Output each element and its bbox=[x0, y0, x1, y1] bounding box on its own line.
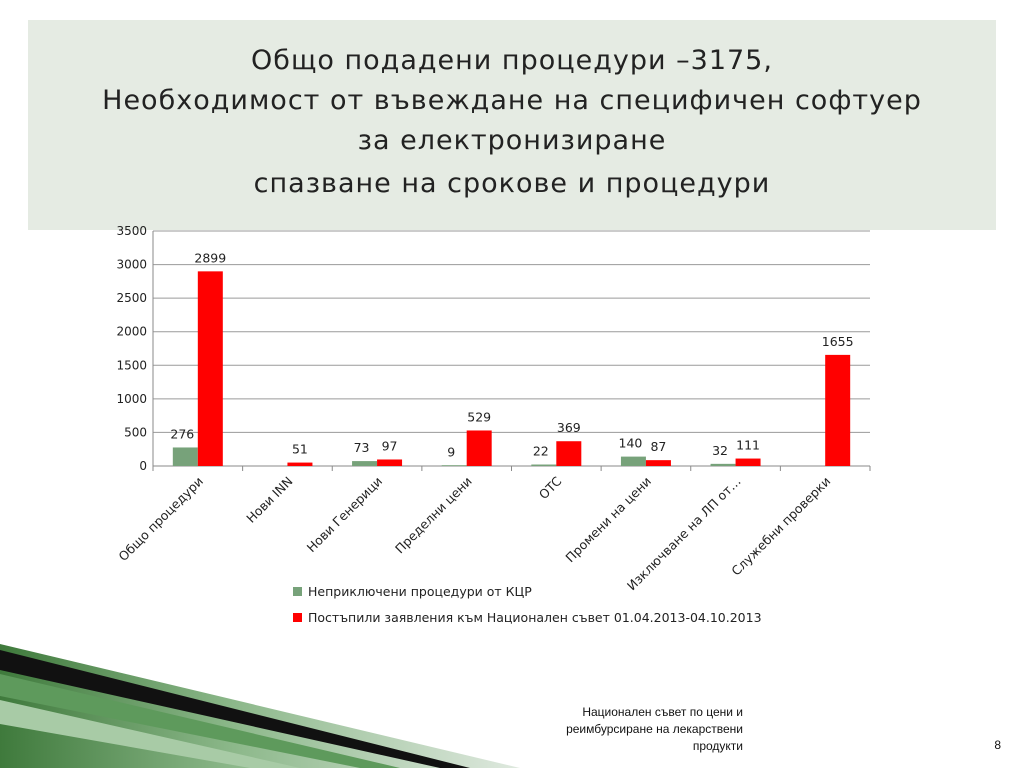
legend-swatch-series-1 bbox=[293, 587, 302, 596]
bar-series-1-6 bbox=[710, 463, 736, 466]
x-tick-label-0: Общо процедури bbox=[115, 474, 206, 565]
y-tick-label-2000: 2000 bbox=[116, 325, 147, 339]
x-tick-label-5: Промени на цени bbox=[562, 474, 654, 566]
legend-item-series-2: Постъпили заявления към Национален съвет… bbox=[293, 610, 762, 625]
data-label-series-1-3: 9 bbox=[447, 444, 455, 459]
title-line-4: спазване на срокове и процедури bbox=[253, 168, 771, 199]
y-tick-label-2500: 2500 bbox=[116, 291, 147, 305]
bar-series-2-1 bbox=[287, 462, 313, 466]
y-tick-label-0: 0 bbox=[139, 459, 147, 473]
y-tick-label-3500: 3500 bbox=[116, 224, 147, 238]
y-tick-label-500: 500 bbox=[124, 425, 147, 439]
bar-series-2-7 bbox=[825, 354, 851, 466]
data-label-series-2-0: 2899 bbox=[194, 250, 226, 265]
data-label-series-1-5: 140 bbox=[619, 436, 643, 451]
page-number: 8 bbox=[994, 738, 1001, 752]
data-label-series-2-3: 529 bbox=[467, 409, 491, 424]
bar-series-2-5 bbox=[645, 460, 671, 466]
x-tick-label-7: Служебни проверки bbox=[728, 474, 833, 579]
legend-item-series-1: Неприключени процедури от КЦР bbox=[293, 584, 532, 599]
data-label-series-2-1: 51 bbox=[292, 442, 308, 457]
legend-swatch-series-2 bbox=[293, 613, 302, 622]
y-tick-label-1500: 1500 bbox=[116, 358, 147, 372]
data-label-series-2-4: 369 bbox=[557, 420, 581, 435]
x-tick-label-3: Пределни цени bbox=[392, 474, 475, 557]
footer-line-3: продукти bbox=[692, 739, 743, 753]
bar-series-2-3 bbox=[466, 430, 492, 466]
title-line-2: Необходимост от въвеждане на специфичен … bbox=[102, 85, 922, 116]
bar-series-1-2 bbox=[352, 461, 378, 466]
y-tick-label-1000: 1000 bbox=[116, 392, 147, 406]
bar-series-2-2 bbox=[377, 459, 403, 466]
bar-series-2-4 bbox=[556, 441, 582, 466]
footer-line-1: Национален съвет по цени и bbox=[582, 705, 743, 719]
x-tick-label-2: Нови Генерици bbox=[304, 474, 386, 556]
bar-series-1-0 bbox=[172, 447, 198, 466]
x-tick-label-1: Нови INN bbox=[243, 474, 295, 526]
title-box: Общо подадени процедури –3175, Необходим… bbox=[28, 20, 996, 230]
data-label-series-2-7: 1655 bbox=[822, 334, 854, 349]
data-label-series-1-0: 276 bbox=[170, 426, 194, 441]
decorative-stripes bbox=[0, 644, 520, 768]
data-label-series-1-6: 32 bbox=[712, 443, 728, 458]
bar-series-1-4 bbox=[531, 464, 557, 466]
title-line-3: за електронизиране bbox=[357, 125, 667, 156]
legend-label-series-2: Постъпили заявления към Национален съвет… bbox=[308, 610, 762, 625]
x-tick-label-4: OTC bbox=[536, 473, 565, 502]
legend-label-series-1: Неприключени процедури от КЦР bbox=[308, 584, 532, 599]
y-tick-label-3000: 3000 bbox=[116, 258, 147, 272]
data-label-series-2-6: 111 bbox=[736, 438, 760, 453]
bar-series-1-5 bbox=[620, 456, 646, 466]
data-label-series-1-4: 22 bbox=[533, 444, 549, 459]
bar-series-1-3 bbox=[441, 465, 467, 466]
title-line-1: Общо подадени процедури –3175, bbox=[251, 45, 773, 76]
bar-series-2-0 bbox=[197, 271, 223, 466]
data-label-series-2-2: 97 bbox=[382, 438, 398, 453]
data-label-series-1-2: 73 bbox=[354, 440, 370, 455]
footer-line-2: реимбурсиране на лекарствени bbox=[566, 722, 743, 736]
data-label-series-2-5: 87 bbox=[650, 439, 666, 454]
footer-organization: Национален съвет по цени и реимбурсиране… bbox=[500, 704, 743, 755]
bar-series-2-6 bbox=[735, 458, 761, 466]
